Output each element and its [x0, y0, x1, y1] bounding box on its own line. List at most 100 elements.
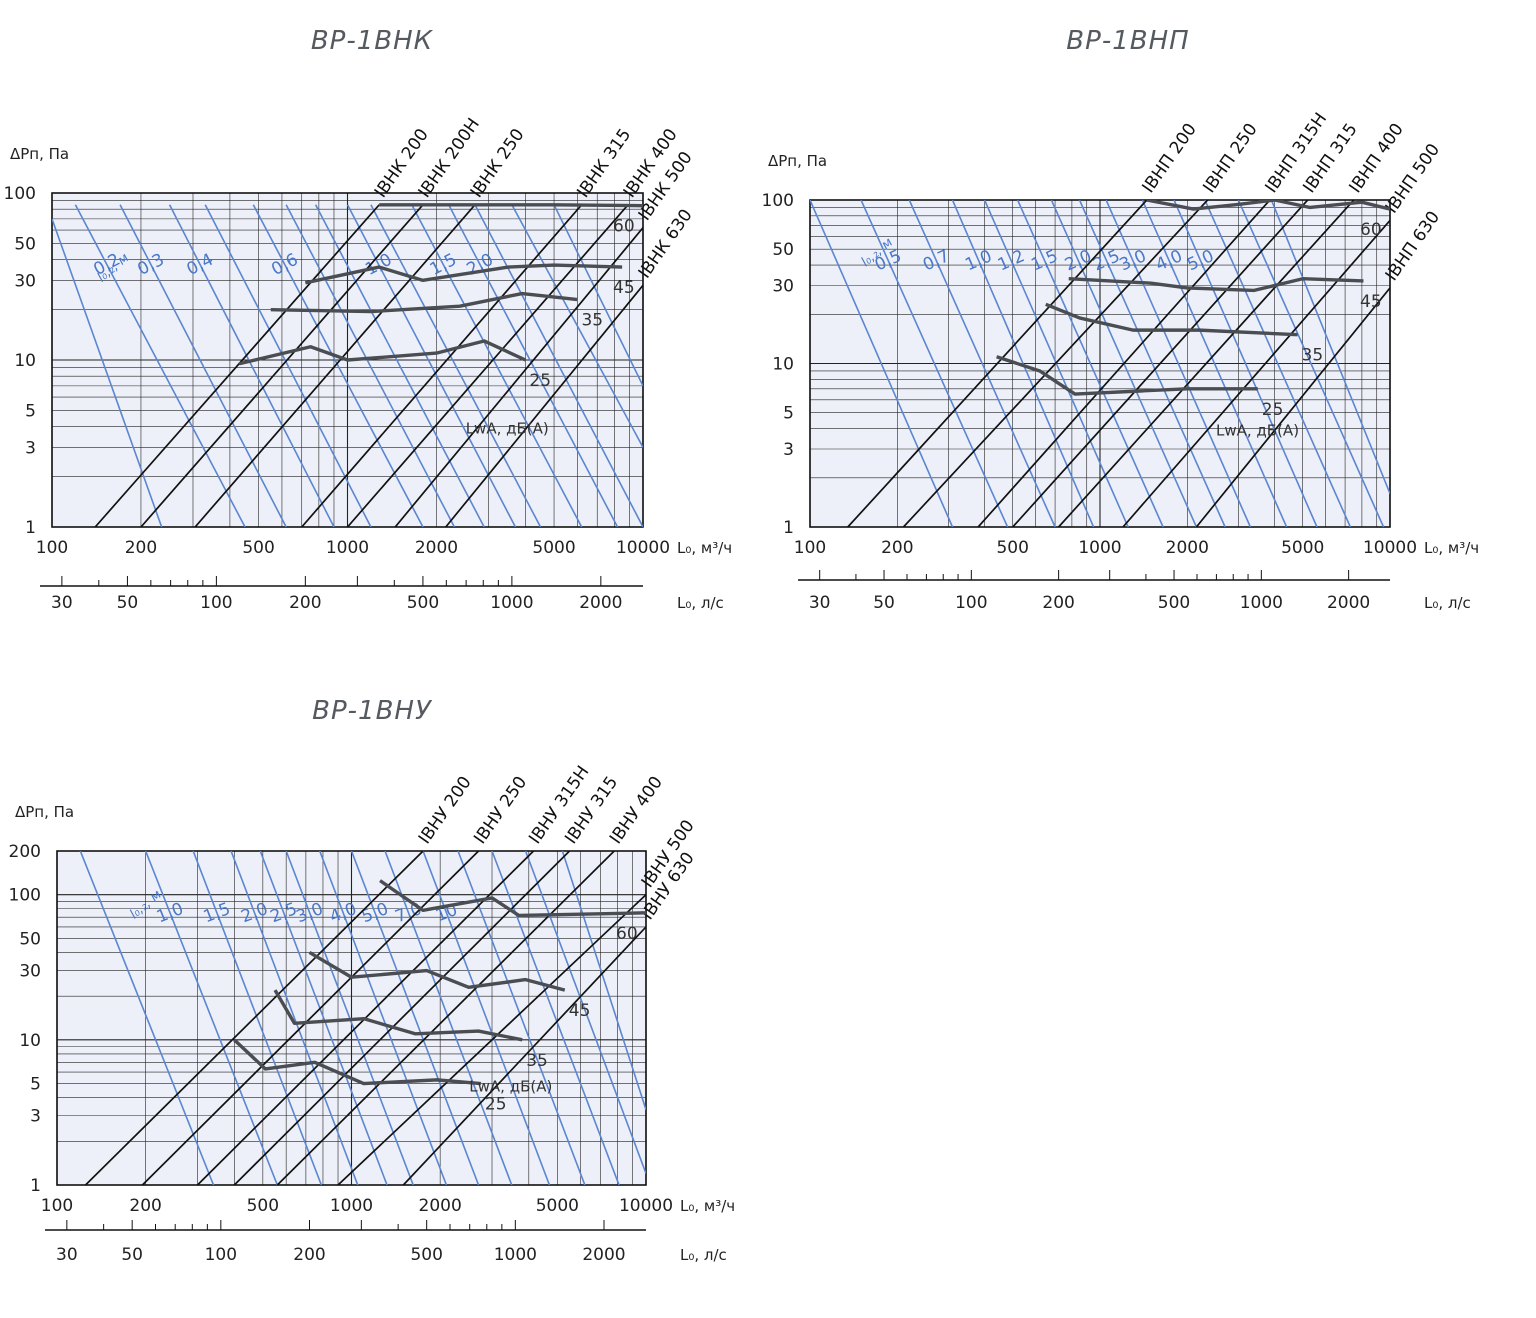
y-tick-label: 200 [9, 842, 41, 862]
x2-tick-label: 2000 [1327, 593, 1370, 613]
x-tick-label: 100 [41, 1196, 73, 1216]
x2-tick-label: 1000 [1240, 593, 1283, 613]
y-tick-label: 5 [30, 1075, 41, 1095]
noise-label: 35 [581, 311, 603, 331]
y-tick-label: 50 [14, 234, 36, 254]
x-tick-label: 2000 [1166, 538, 1209, 558]
plot-border [809, 199, 1391, 528]
x2-tick-label: 50 [873, 593, 895, 613]
x-tick-label: 5000 [1281, 538, 1324, 558]
throw-line [144, 851, 279, 1185]
y-tick-label: 3 [783, 440, 794, 460]
model-line [94, 204, 380, 527]
x-tick-label: 500 [996, 538, 1028, 558]
noise-curve [1068, 277, 1364, 293]
y-tick-label: 10 [19, 1031, 41, 1051]
noise-curves [996, 200, 1390, 396]
y-tick-label: 1 [30, 1176, 41, 1196]
x-tick-label: 100 [36, 538, 68, 558]
chart-title-vnu: ВР-1ВНУ [312, 696, 432, 726]
noise-curves [233, 879, 646, 1086]
throw-line [1173, 200, 1318, 527]
noise-curve [273, 989, 523, 1042]
x-tick-label: 5000 [536, 1196, 579, 1216]
noise-curve [308, 950, 566, 992]
model-line [337, 894, 646, 1185]
model-line [346, 204, 629, 527]
throw-line [1105, 200, 1252, 527]
y-axis-label: ΔPп, Па [768, 152, 827, 170]
x-tick-label: 10000 [1363, 538, 1417, 558]
y-axis-label: ΔPп, Па [15, 803, 74, 821]
model-line [1195, 287, 1390, 527]
noise-label: 45 [1360, 292, 1382, 312]
x2-axis-label: L₀, л/с [677, 594, 724, 612]
model-lines [94, 204, 643, 527]
throw-line [447, 204, 619, 527]
model-line [977, 200, 1271, 527]
throw-line [411, 204, 583, 527]
throw-line [230, 851, 359, 1185]
chart-title-vnp: ВР-1ВНП [1066, 26, 1190, 56]
noise-curve [233, 1038, 482, 1086]
x2-tick-label: 100 [200, 593, 232, 613]
noise-label: 35 [1302, 346, 1324, 366]
y-tick-label: 5 [25, 401, 36, 421]
throw-line [457, 851, 586, 1185]
throw-lines [79, 851, 646, 1185]
x-tick-label: 1000 [326, 538, 369, 558]
throw-line [119, 204, 287, 527]
x-tick-label: 2000 [419, 1196, 462, 1216]
throw-line [474, 204, 643, 527]
model-line [1012, 200, 1309, 527]
noise-legend: LwA, дБ(А) [469, 1077, 552, 1095]
model-lines [847, 200, 1390, 527]
x2-tick-label: 2000 [582, 1245, 625, 1265]
x2-tick-label: 50 [117, 593, 139, 613]
throw-line [52, 218, 163, 527]
x-tick-label: 500 [247, 1196, 279, 1216]
x-tick-label: 200 [125, 538, 157, 558]
y-axis-label: ΔPп, Па [10, 145, 69, 163]
x2-tick-label: 100 [955, 593, 987, 613]
y-tick-label: 30 [772, 276, 794, 296]
throw-line [314, 204, 485, 527]
x-axis-label: L₀, м³/ч [677, 539, 732, 557]
noise-label: 25 [529, 371, 551, 391]
throw-line [285, 204, 456, 527]
y-tick-label: 1 [783, 518, 794, 538]
x2-tick-label: 50 [121, 1245, 143, 1265]
noise-label: 25 [1262, 400, 1284, 420]
throw-line [908, 200, 1056, 527]
x2-tick-label: 200 [1042, 593, 1074, 613]
x2-axis-label: L₀, л/с [680, 1246, 727, 1264]
noise-curve [1146, 200, 1390, 211]
x2-tick-label: 500 [407, 593, 439, 613]
x-tick-label: 1000 [330, 1196, 373, 1216]
throw-line [350, 851, 480, 1185]
noise-label: 60 [1360, 220, 1382, 240]
x-tick-label: 500 [242, 538, 274, 558]
noise-curve [1045, 302, 1298, 337]
throw-line [318, 851, 448, 1185]
noise-curves [238, 203, 643, 366]
secondary-axis: 30 50 100 200 500 1000 2000 L₀, л/с [798, 570, 1471, 613]
noise-label: 35 [526, 1051, 548, 1071]
noise-curve [996, 355, 1258, 396]
throw-line [1078, 200, 1226, 527]
throw-line [1141, 200, 1288, 527]
x2-tick-label: 200 [289, 593, 321, 613]
model-line [84, 851, 424, 1185]
throw-line [259, 851, 388, 1185]
noise-curve [304, 263, 623, 285]
noise-curve [379, 203, 643, 208]
y-tick-label: 5 [783, 404, 794, 424]
model-label: IВНП 630 [1382, 208, 1444, 285]
x2-tick-label: 30 [809, 593, 831, 613]
throw-line [384, 851, 513, 1185]
secondary-axis: 30 50 100 200 500 1000 2000 L₀, л/с [45, 1220, 727, 1265]
x2-tick-label: 30 [51, 593, 73, 613]
x-tick-label: 10000 [619, 1196, 673, 1216]
noise-curve [379, 879, 646, 918]
